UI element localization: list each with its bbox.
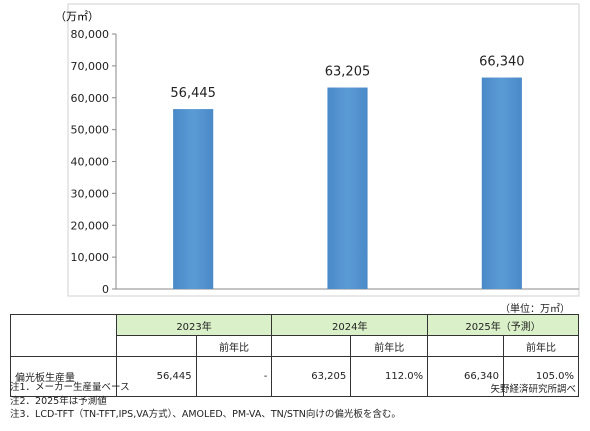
value-subheader (115, 335, 197, 357)
year-header: 2024年 (271, 314, 429, 336)
note-item: 注1．メーカー生産量ベース (10, 382, 130, 393)
row-label: 偏光板生産量 (10, 356, 117, 397)
table-corner-cell (10, 314, 117, 357)
y-tick-label: 40,000 (71, 156, 110, 169)
bar-value-label: 56,445 (170, 86, 216, 101)
y-tick-label: 20,000 (71, 219, 110, 232)
bar-value-label: 63,205 (325, 65, 371, 80)
y-tick-label: 0 (102, 283, 109, 296)
y-tick-label: 50,000 (71, 124, 110, 137)
source-credit: 矢野経済研究所調べ (490, 384, 576, 395)
table-unit-label: （単位：万㎡） (500, 304, 570, 315)
y-tick-label: 30,000 (71, 187, 110, 200)
yoy-cell: - (195, 356, 273, 397)
bar (481, 77, 522, 289)
y-tick-label: 10,000 (71, 251, 110, 264)
bar-chart: 0 10,000 20,000 30,000 40,000 50,000 60,000 70,… (55, 3, 580, 297)
note-item: 注2．2025年は予測値 (10, 395, 107, 407)
value-cell: 66,340 (427, 356, 505, 397)
year-header: 2023年 (115, 314, 273, 336)
data-table: 2023年 2024年 2025年（予測） 前年比 前年比 前年比 偏光板生産量… (10, 314, 579, 397)
notes: 注1．メーカー生産量ベース 注2．2025年は予測値 注3．LCD-TFT（TN… (10, 381, 401, 422)
note-item: 注3．LCD-TFT（TN-TFT,IPS,VA方式）、AMOLED、PM-VA… (10, 409, 401, 420)
table-row: 偏光板生産量 56,445 - 63,205 112.0% 66,340 105… (10, 356, 579, 397)
value-subheader (427, 335, 505, 357)
y-tick-label: 80,000 (71, 28, 110, 41)
bars: 56,445 63,205 66,340 (170, 55, 525, 290)
value-cell: 56,445 (115, 356, 197, 397)
year-header: 2025年（予測） (427, 314, 579, 336)
value-cell: 63,205 (271, 356, 352, 397)
bar (327, 87, 368, 290)
yoy-header: 前年比 (195, 335, 273, 357)
value-subheader (271, 335, 352, 357)
yoy-header: 前年比 (503, 335, 579, 357)
bar (173, 109, 214, 289)
yoy-header: 前年比 (350, 335, 429, 357)
y-tick-label: 60,000 (71, 92, 110, 105)
table-header-row: 2023年 2024年 2025年（予測） (10, 314, 579, 357)
y-unit-label: （万㎡） (55, 10, 99, 23)
yoy-cell: 105.0% (503, 356, 579, 397)
y-tick-label: 70,000 (71, 60, 110, 73)
bar-value-label: 66,340 (479, 55, 525, 70)
yoy-cell: 112.0% (350, 356, 429, 397)
